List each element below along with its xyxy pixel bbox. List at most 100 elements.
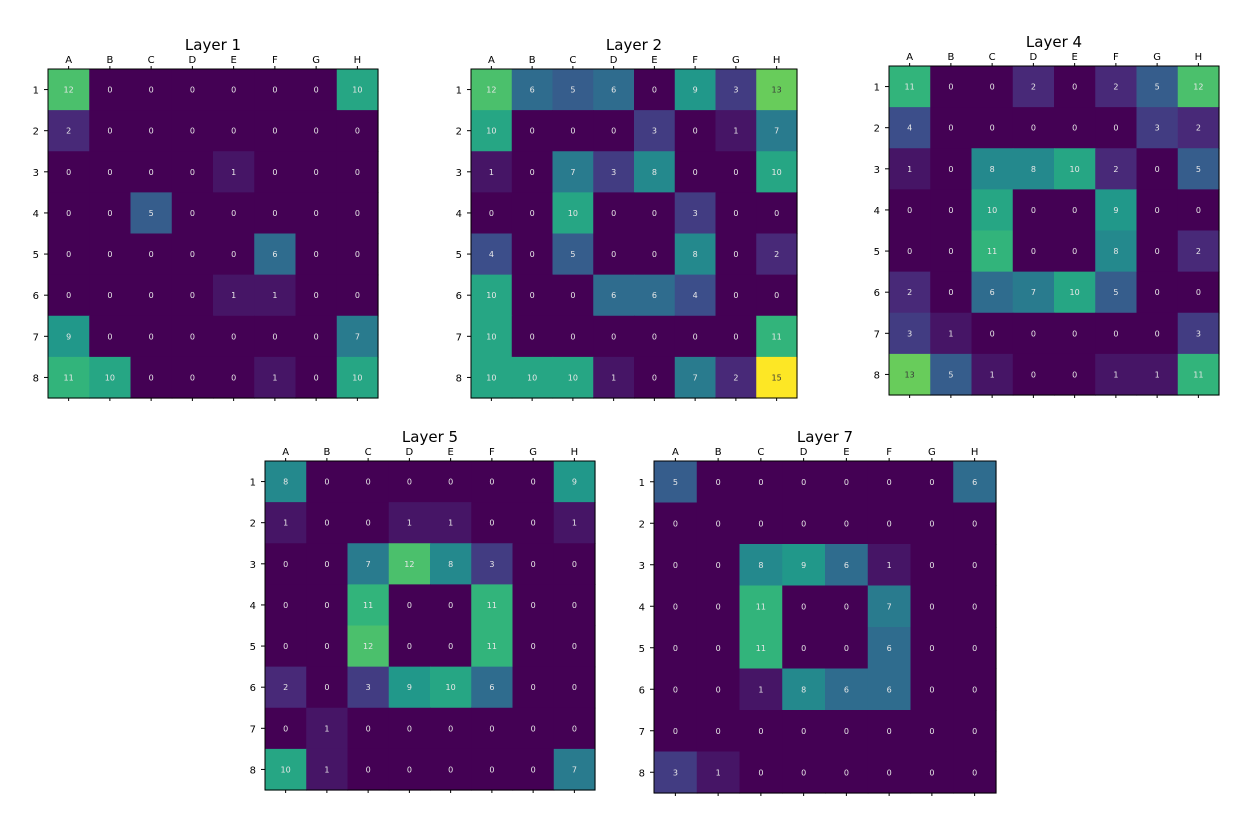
cell-value-label: 7 [693,373,698,382]
heatmap-cell [1095,230,1138,273]
cell-value-label: 0 [611,250,616,259]
cell-value-label: 0 [948,165,953,174]
heatmap-cell [213,69,255,111]
heatmap-cell [756,192,798,235]
cell-value-label: 0 [716,644,721,653]
heatmap-cell [715,356,757,399]
heatmap-cell [213,192,255,235]
cell-value-label: 0 [572,560,577,569]
cell-value-label: 0 [355,291,360,300]
heatmap-cell [511,192,554,235]
heatmap-cell [910,544,954,587]
y-tick-label: 8 [250,765,256,776]
x-tick-label: G [732,55,740,66]
heatmap-cell [782,627,826,670]
y-tick-label: 3 [250,560,256,571]
cell-value-label: 9 [66,332,71,341]
cell-value-label: 0 [673,644,678,653]
y-tick-label: 2 [639,519,645,530]
heatmap-cell [1095,66,1138,108]
heatmap-cell [295,69,338,111]
cell-value-label: 10 [1070,165,1080,174]
heatmap-cell [953,502,997,545]
heatmap-cell [171,233,214,276]
panel-title: Layer 1 [185,36,241,54]
cell-value-label: 0 [107,209,112,218]
cell-value-label: 0 [758,727,763,736]
cell-value-label: 0 [231,209,236,218]
heatmap-cell [306,584,349,627]
cell-value-label: 1 [489,168,494,177]
cell-value-label: 1 [572,519,577,528]
heatmap-cell [634,110,676,152]
x-tick-label: D [406,447,414,458]
heatmap-cell [388,461,431,503]
heatmap-cell [867,544,912,587]
y-tick-label: 3 [639,561,645,572]
cell-value-label: 0 [972,602,977,611]
heatmap-cell [739,461,783,504]
cell-value-label: 0 [530,332,535,341]
cell-value-label: 0 [407,724,412,733]
heatmap-cell [867,751,912,794]
cell-value-label: 0 [572,724,577,733]
heatmap-cell [782,502,826,545]
heatmap-cell [971,66,1014,108]
heatmap-cell [89,69,132,111]
heatmap-cell [634,315,676,358]
heatmap-cell [910,502,954,545]
x-tick-label: A [906,52,913,63]
cell-value-label: 12 [486,86,496,95]
cell-value-label: 8 [448,560,453,569]
cell-value-label: 3 [733,86,738,95]
cell-value-label: 1 [948,329,953,338]
heatmap-cell [930,66,973,108]
cell-value-label: 0 [570,332,575,341]
cell-value-label: 13 [905,370,915,379]
heatmap-cell [1136,230,1179,273]
cell-value-label: 4 [907,124,912,133]
heatmap-cell [213,151,255,193]
cell-value-label: 0 [190,209,195,218]
heatmap-cell [171,151,214,193]
heatmap-cell [674,315,717,358]
cell-value-label: 0 [758,768,763,777]
heatmap-cell [756,315,798,358]
heatmap-cell [130,315,173,358]
x-tick-label: F [886,447,892,458]
heatmap-cell [696,627,741,670]
heatmap-cell [654,668,698,711]
x-tick-label: E [447,447,453,458]
heatmap-cell [347,625,390,668]
cell-value-label: 0 [231,127,236,136]
x-tick-label: C [365,447,372,458]
y-tick-label: 5 [33,250,39,261]
y-tick-label: 5 [874,247,880,258]
heatmap-cell [552,315,594,358]
cell-value-label: 0 [716,727,721,736]
cell-value-label: 0 [1113,329,1118,338]
heatmap-panel-layer-7: Layer 7 5 0 0 0 0 0 0 60 0 0 0 0 0 0 00 0 8 9 6 1 0 00 0 11 0 0 7 0… [639,428,997,796]
cell-value-label: 2 [733,373,738,382]
heatmap-cell [265,666,307,709]
y-tick-label: 4 [33,209,39,220]
x-tick-label: A [672,447,679,458]
heatmap-cell [1054,312,1096,355]
heatmap-cell [930,312,973,355]
heatmap-cell [553,502,596,544]
x-tick-label: H [1195,52,1203,63]
heatmap-cell [471,748,514,791]
x-tick-label: B [529,55,536,66]
cell-value-label: 0 [716,519,721,528]
heatmap-cell [48,315,90,358]
cell-value-label: 2 [1113,165,1118,174]
cell-value-label: 0 [272,168,277,177]
cell-value-label: 10 [105,373,115,382]
heatmap-cell [756,69,798,111]
cell-value-label: 2 [1196,247,1201,256]
heatmap-cell [1177,148,1220,190]
cell-value-label: 0 [531,560,536,569]
heatmap-cell [1136,271,1179,314]
heatmap-cell [910,627,954,670]
heatmap-cell [171,315,214,358]
